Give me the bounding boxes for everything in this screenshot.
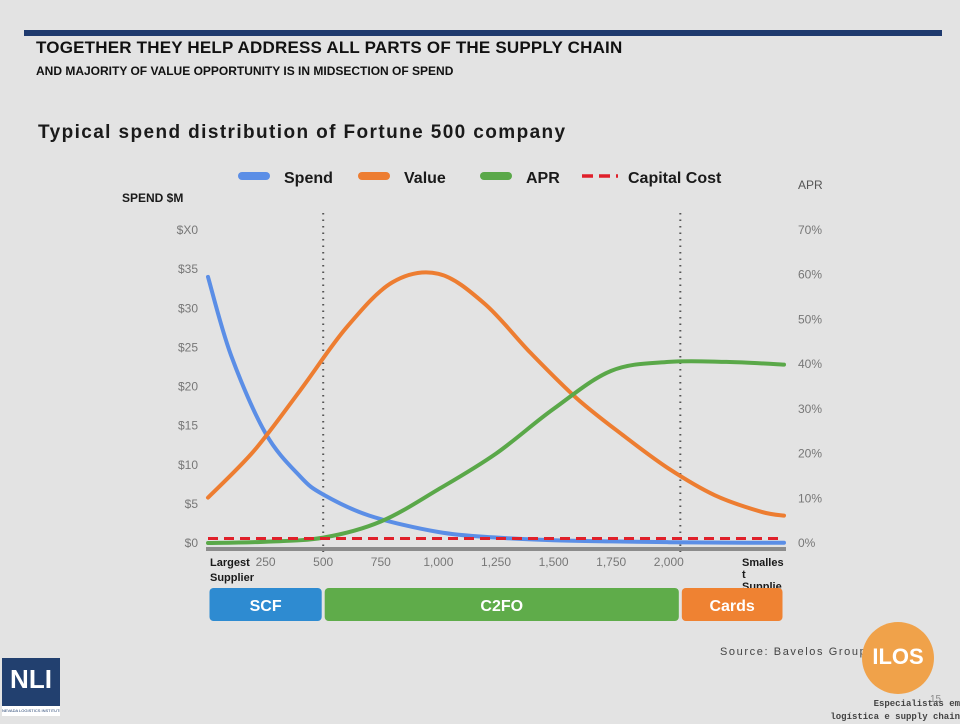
y-right-tick-label: 20% (798, 447, 822, 461)
ilos-tagline-line-2: logística e supply chain (830, 712, 960, 722)
x-tick-label: 2,000 (654, 555, 684, 569)
y-left-tick-label: $10 (178, 458, 198, 472)
nli-logo-text: NLI (10, 664, 52, 694)
x-tick-label: 250 (256, 555, 276, 569)
nli-logo-subtext: NEVADA LOGISTICS INSTITUTE (2, 706, 60, 716)
legend-label-capital-cost: Capital Cost (628, 170, 722, 187)
x-tick-label: 1,750 (596, 555, 626, 569)
source-note: Source: Bavelos Group, 2015 (720, 646, 908, 658)
y-right-tick-label: 70% (798, 223, 822, 237)
y-left-tick-label: $25 (178, 340, 198, 354)
x-tick-label: 500 (313, 555, 333, 569)
spend-series-line (206, 274, 786, 545)
y-right-tick-label: 40% (798, 357, 822, 371)
c2fo-segment-bar (324, 588, 679, 621)
chart-title: Typical spend distribution of Fortune 50… (38, 122, 567, 143)
y-axis-right-label: APR (798, 178, 823, 192)
ilos-tagline-line-1: Especialistas em (873, 699, 960, 709)
top-accent-bar (24, 30, 942, 36)
slide-headline: TOGETHER THEY HELP ADDRESS ALL PARTS OF … (36, 38, 623, 57)
y-left-tick-label: $X0 (177, 223, 199, 237)
ilos-logo-text: ILOS (872, 644, 924, 669)
y-left-tick-label: $30 (178, 301, 198, 315)
value-series-line (206, 270, 786, 518)
legend-label-spend: Spend (284, 170, 333, 187)
y-left-tick-label: $0 (185, 536, 199, 550)
legend-swatch-spend (238, 172, 270, 180)
slide-subheadline: AND MAJORITY OF VALUE OPPORTUNITY IS IN … (36, 64, 454, 78)
y-right-tick-label: 30% (798, 402, 822, 416)
x-tick-label: 750 (371, 555, 391, 569)
ilos-logo: ILOS (862, 622, 934, 694)
y-left-tick-label: $5 (185, 497, 199, 511)
y-axis-left-label: SPEND $M (122, 191, 183, 205)
legend-label-value: Value (404, 170, 446, 187)
legend-label-apr: APR (526, 170, 560, 187)
legend-swatch-apr (480, 172, 512, 180)
cards-segment-bar (681, 588, 783, 621)
page-number: 15 (930, 694, 942, 705)
x-tick-label: 1,000 (423, 555, 453, 569)
nli-logo: NLI NEVADA LOGISTICS INSTITUTE (2, 658, 60, 716)
c2fo-segment-label: C2FO (480, 598, 523, 615)
legend-swatch-value (358, 172, 390, 180)
x-tick-label: 1,250 (481, 555, 511, 569)
cards-segment-label: Cards (709, 598, 754, 615)
y-right-tick-label: 0% (798, 536, 816, 550)
y-left-tick-label: $20 (178, 380, 198, 394)
scf-segment-bar (209, 588, 322, 621)
scf-segment-label: SCF (250, 598, 282, 615)
apr-series-line (206, 359, 786, 545)
y-right-tick-label: 50% (798, 312, 822, 326)
y-right-tick-label: 10% (798, 491, 822, 505)
y-right-tick-label: 60% (798, 268, 822, 282)
y-left-tick-label: $35 (178, 262, 198, 276)
y-left-tick-label: $15 (178, 419, 198, 433)
ilos-tagline: Especialistas em logística e supply chai… (830, 698, 960, 724)
x-tick-label-largest: Largest Supplier (210, 557, 255, 584)
x-tick-label: 1,500 (539, 555, 569, 569)
